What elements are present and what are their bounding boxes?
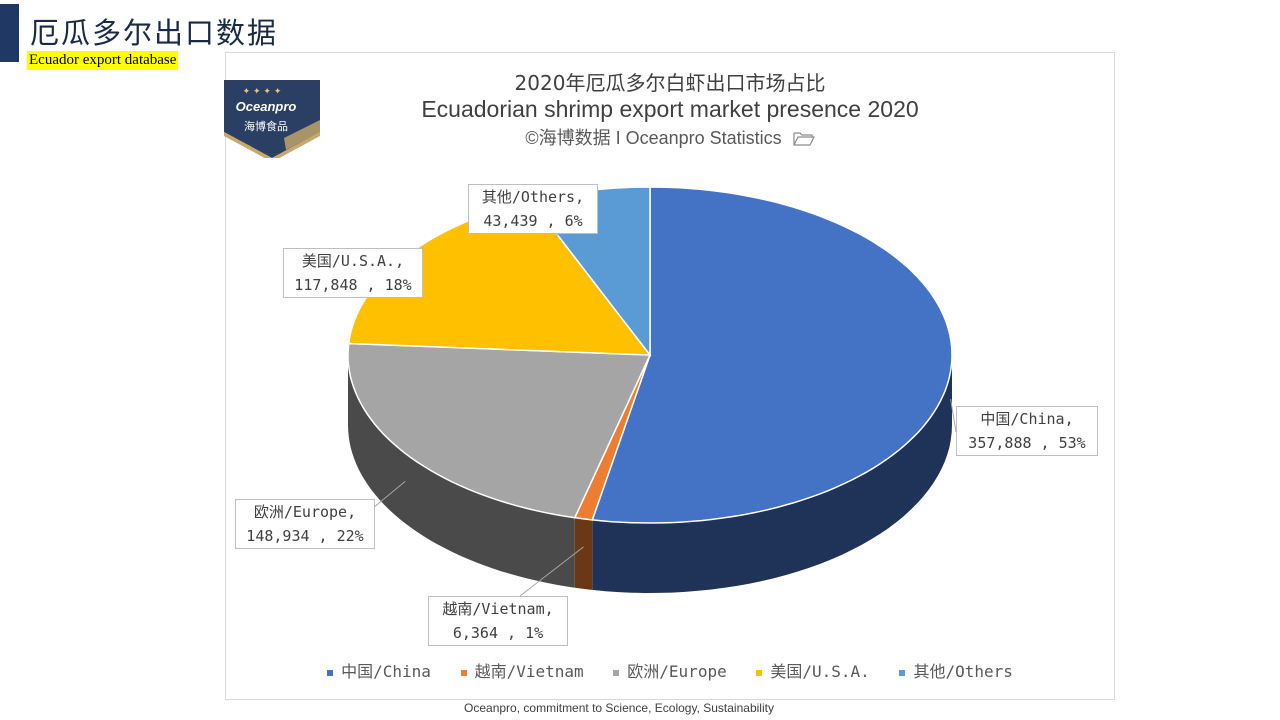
- data-label-europe-name: 欧洲/Europe,: [253, 503, 357, 521]
- legend-item-europe: 欧洲/Europe: [613, 658, 727, 682]
- legend-label-europe: 欧洲/Europe: [627, 662, 727, 681]
- legend-item-vietnam: 越南/Vietnam: [460, 658, 584, 682]
- data-label-europe-value: 148,934 , 22%: [246, 527, 364, 545]
- data-label-usa-name: 美国/U.S.A.,: [301, 252, 405, 270]
- legend-item-usa: 美国/U.S.A.: [756, 658, 870, 682]
- chart-credit: ©海博数据 I Oceanpro Statistics: [226, 124, 1114, 150]
- data-label-others-value: 43,439 , 6%: [483, 212, 583, 230]
- legend-item-others: 其他/Others: [899, 658, 1013, 682]
- data-label-usa-value: 117,848 , 18%: [294, 276, 412, 294]
- legend-swatch-usa: [756, 669, 763, 676]
- leader-line-china: [950, 399, 957, 433]
- data-label-europe: 欧洲/Europe, 148,934 , 22%: [235, 499, 375, 549]
- chart-legend: 中国/China 越南/Vietnam 欧洲/Europe 美国/U.S.A. …: [226, 658, 1114, 682]
- pie-side-china: [592, 355, 952, 593]
- data-label-vietnam-name: 越南/Vietnam,: [442, 600, 554, 618]
- accent-bar: [0, 4, 19, 62]
- data-label-china: 中国/China, 357,888 , 53%: [956, 406, 1098, 456]
- pie-tops: [347, 186, 953, 524]
- legend-swatch-vietnam: [460, 669, 467, 676]
- legend-label-china: 中国/China: [341, 662, 431, 681]
- chart-credit-text: ©海博数据 I Oceanpro Statistics: [525, 128, 782, 148]
- data-label-others-name: 其他/Others,: [481, 188, 585, 206]
- pie-sides: [348, 355, 952, 593]
- data-label-china-value: 357,888 , 53%: [968, 434, 1086, 452]
- chart-title-en: Ecuadorian shrimp export market presence…: [421, 96, 919, 122]
- logo-brand: Oceanpro: [236, 99, 297, 114]
- logo-brand-cn: 海博食品: [244, 119, 288, 133]
- pie-side-vietnam: [574, 517, 593, 590]
- legend-label-usa: 美国/U.S.A.: [770, 662, 870, 681]
- pie-slice-europe: [347, 342, 652, 519]
- legend-swatch-china: [327, 669, 334, 676]
- leader-line-europe: [372, 481, 406, 509]
- chart-title-cn: 2020年厄瓜多尔白虾出口市场占比: [514, 71, 826, 95]
- pie-slice-china: [591, 186, 953, 524]
- leader-line-vietnam: [519, 546, 584, 597]
- legend-swatch-europe: [613, 669, 620, 676]
- pie-side-europe: [348, 355, 575, 588]
- oceanpro-logo: ✦ ✦ ✦ ✦ Oceanpro 海博食品: [224, 80, 320, 158]
- data-label-vietnam-value: 6,364 , 1%: [452, 624, 544, 642]
- data-label-usa: 美国/U.S.A., 117,848 , 18%: [283, 248, 423, 298]
- data-label-vietnam: 越南/Vietnam, 6,364 , 1%: [428, 596, 568, 646]
- legend-swatch-others: [899, 669, 906, 676]
- page-subtitle: Ecuador export database: [27, 51, 179, 70]
- legend-label-others: 其他/Others: [913, 662, 1013, 681]
- page-title: 厄瓜多尔出口数据: [30, 16, 279, 50]
- data-label-others: 其他/Others, 43,439 , 6%: [468, 184, 598, 234]
- logo-stars: ✦ ✦ ✦ ✦: [243, 87, 282, 97]
- legend-label-vietnam: 越南/Vietnam: [474, 662, 584, 681]
- data-label-china-name: 中国/China,: [980, 410, 1074, 428]
- footer-tagline: Oceanpro, commitment to Science, Ecology…: [464, 701, 774, 715]
- folder-icon: [793, 132, 815, 146]
- legend-item-china: 中国/China: [327, 658, 431, 682]
